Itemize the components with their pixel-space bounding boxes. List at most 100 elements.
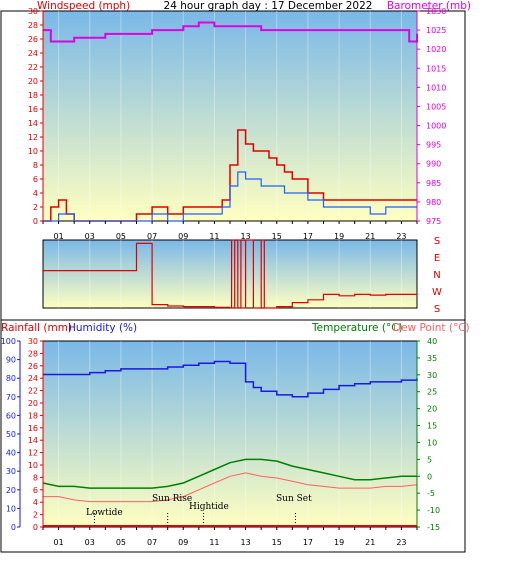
barometer-y-tick-label: 975 (426, 217, 441, 226)
wind-y-tick-label: 22 (28, 63, 38, 72)
direction-plot-area (42, 239, 418, 309)
temp-x-tick-label: 03 (85, 538, 95, 547)
temp-y-tick-label: -10 (427, 506, 440, 515)
rain-y-tick-label: 8 (33, 473, 38, 482)
wind-y-tick-label: 0 (33, 217, 38, 226)
wind-y-tick-label: 12 (28, 133, 38, 142)
annotation-sunset: Sun Set (276, 494, 312, 504)
temp-x-tick-label: 15 (272, 538, 282, 547)
wind-y-tick-label: 16 (28, 105, 38, 114)
temperature-axis-title: Temperature (°C) (311, 322, 403, 334)
wind-y-tick-label: 6 (33, 175, 38, 184)
temp-x-tick-label: 21 (365, 538, 375, 547)
rain-y-tick-label: 6 (33, 486, 38, 495)
temp-y-tick-label: -5 (427, 489, 435, 498)
temp-plot-area (42, 340, 418, 528)
rain-y-tick-label: 2 (33, 511, 38, 520)
wind-x-tick-label: 17 (303, 232, 313, 241)
humidity-y-tick-label: 30 (6, 467, 16, 476)
rainfall-axis-title: Rainfall (mm) (1, 322, 72, 334)
direction-label: N (433, 270, 440, 281)
temp-y-tick-label: 10 (427, 438, 437, 447)
annotation-hightide: Hightide (189, 502, 229, 512)
temp-x-tick-label: 09 (178, 538, 188, 547)
wind-x-tick-label: 01 (53, 232, 63, 241)
wind-x-tick-label: 15 (272, 232, 282, 241)
barometer-y-tick-label: 1015 (426, 64, 446, 73)
barometer-y-tick-label: 1020 (426, 45, 446, 54)
rain-y-tick-label: 30 (28, 337, 38, 346)
rain-y-tick-label: 20 (28, 399, 38, 408)
barometer-axis-title: Barometer (mb) (387, 0, 471, 12)
wind-y-tick-label: 14 (28, 119, 38, 128)
humidity-y-tick-label: 0 (11, 523, 16, 532)
wind-x-tick-label: 21 (365, 232, 375, 241)
wind-y-tick-label: 8 (33, 161, 38, 170)
wind-y-tick-label: 26 (28, 35, 38, 44)
temp-y-tick-label: 20 (427, 405, 437, 414)
wind-x-tick-label: 23 (396, 232, 406, 241)
series-group (42, 21, 418, 527)
rain-y-tick-label: 24 (28, 374, 38, 383)
wind-y-tick-label: 18 (28, 91, 38, 100)
wind-direction-line (43, 239, 418, 309)
barometer-y-tick-label: 1025 (426, 26, 446, 35)
temp-y-tick-label: 5 (427, 455, 432, 464)
temp-x-tick-label: 01 (53, 538, 63, 547)
direction-label: S (434, 236, 440, 247)
temp-y-tick-label: 40 (427, 337, 437, 346)
dewpoint-line (43, 472, 418, 503)
barometer-y-tick-label: 1000 (426, 122, 446, 131)
humidity-y-tick-label: 90 (6, 356, 16, 365)
humidity-y-tick-label: 80 (6, 374, 16, 383)
wind-x-tick-label: 09 (178, 232, 188, 241)
barometer-y-tick-label: 1005 (426, 102, 446, 111)
wind-y-tick-label: 10 (28, 147, 38, 156)
wind-x-tick-label: 19 (334, 232, 344, 241)
humidity-line (43, 360, 418, 398)
humidity-y-tick-label: 70 (6, 393, 16, 402)
temp-x-tick-label: 19 (334, 538, 344, 547)
barometer-y-tick-label: 1010 (426, 83, 446, 92)
barometer-y-tick-label: 980 (426, 198, 441, 207)
dewpoint-axis-title: Dew Point (°C) (393, 322, 470, 334)
temp-x-tick-label: 23 (396, 538, 406, 547)
temp-y-tick-label: 0 (427, 472, 432, 481)
temp-y-tick-label: -15 (427, 523, 440, 532)
annotation-sunrise: Sun Rise (152, 494, 192, 504)
rain-y-tick-label: 26 (28, 362, 38, 371)
barometer-y-tick-label: 985 (426, 179, 441, 188)
axes-group: 0101030305050707090911111313151517171919… (1, 7, 447, 547)
wind-y-tick-label: 20 (28, 77, 38, 86)
annotation-lowtide: Lowtide (86, 508, 123, 518)
chart-title: 24 hour graph day : 17 December 2022 (164, 0, 373, 12)
humidity-axis-title: Humidity (%) (68, 322, 137, 334)
temperature-line (42, 458, 417, 489)
wind-x-tick-label: 11 (209, 232, 219, 241)
temp-y-tick-label: 35 (427, 354, 437, 363)
wind-axis-title: Windspeed (mph) (37, 0, 130, 12)
temp-y-tick-label: 15 (427, 422, 437, 431)
rain-y-tick-label: 16 (28, 424, 38, 433)
temp-x-tick-label: 11 (209, 538, 219, 547)
humidity-y-tick-label: 40 (6, 449, 16, 458)
wind-y-tick-label: 30 (28, 7, 38, 16)
wind-x-tick-label: 03 (85, 232, 95, 241)
rain-y-tick-label: 4 (33, 498, 38, 507)
humidity-y-tick-label: 20 (6, 486, 16, 495)
direction-label: S (434, 304, 440, 315)
humidity-y-tick-label: 100 (1, 337, 16, 346)
humidity-y-tick-label: 60 (6, 411, 16, 420)
direction-label: E (434, 253, 440, 264)
wind-y-tick-label: 24 (28, 49, 38, 58)
rain-y-tick-label: 0 (33, 523, 38, 532)
rain-y-tick-label: 18 (28, 411, 38, 420)
wind-x-tick-label: 13 (240, 232, 250, 241)
temp-y-tick-label: 30 (427, 371, 437, 380)
direction-label: W (432, 287, 442, 298)
barometer-y-tick-label: 995 (426, 141, 441, 150)
temp-x-tick-label: 17 (303, 538, 313, 547)
temp-y-tick-label: 25 (427, 388, 437, 397)
